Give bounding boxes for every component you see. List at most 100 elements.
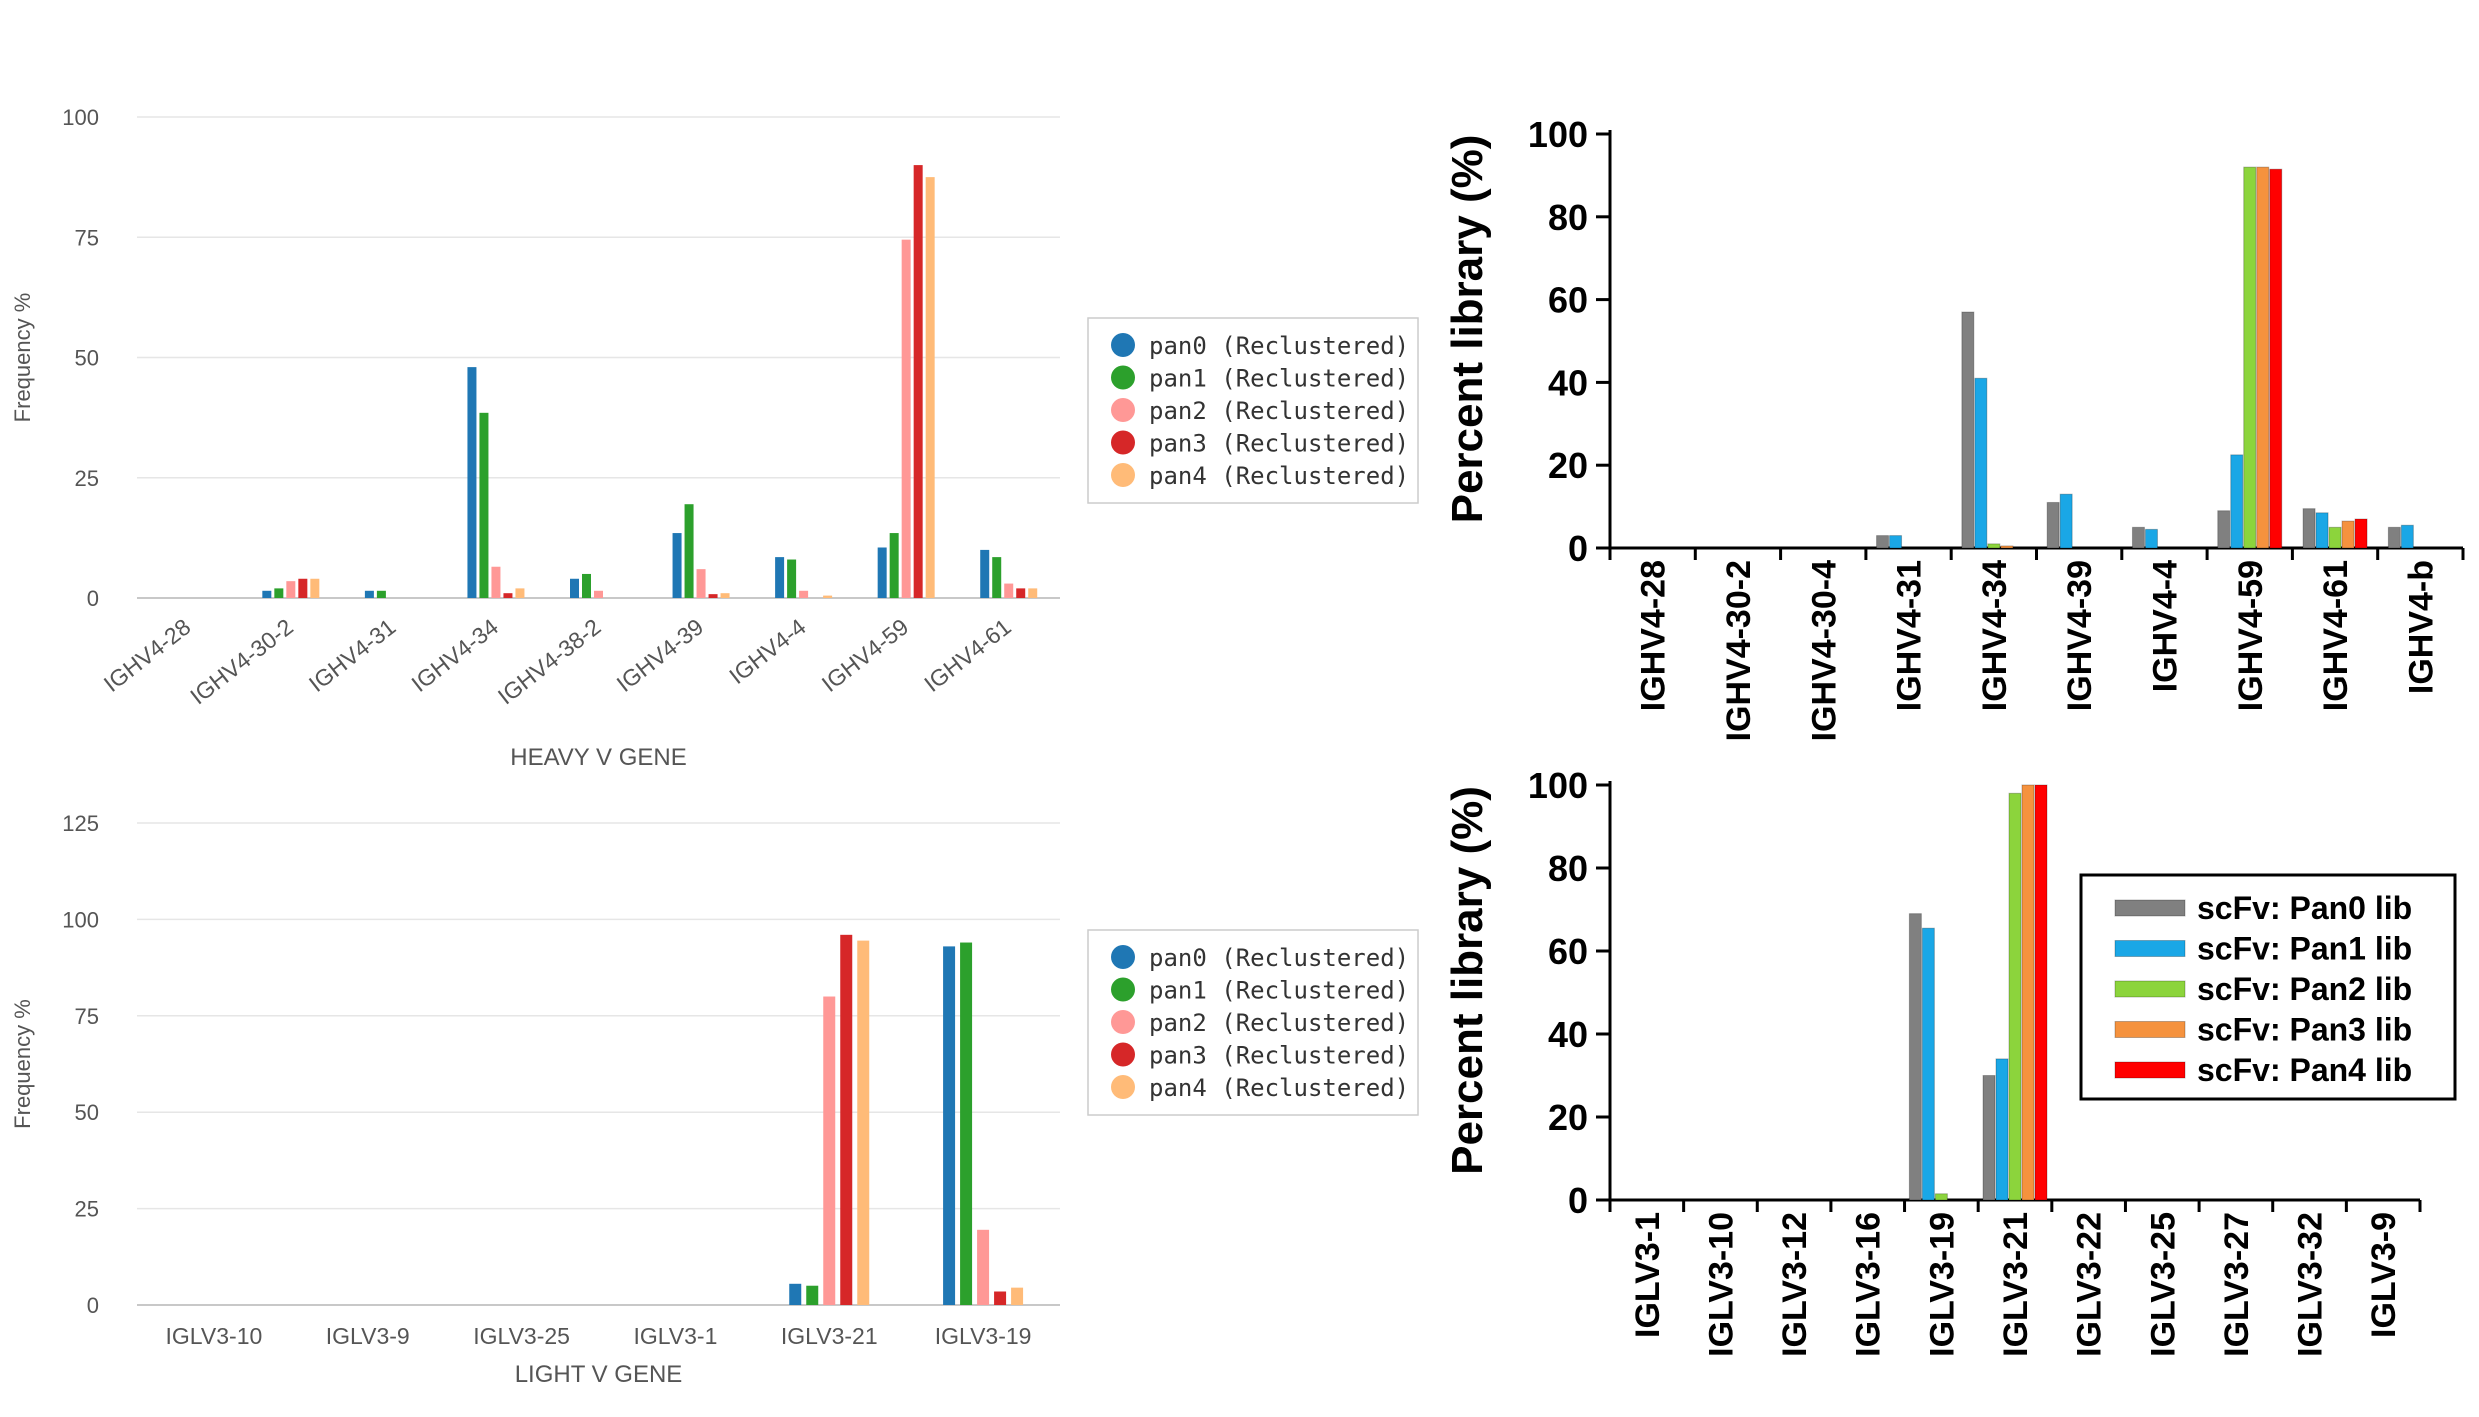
- legend-box: [1087, 929, 1419, 1116]
- y-tick-label: 25: [75, 1197, 99, 1222]
- x-tick-label: IGLV3-1: [633, 1323, 717, 1349]
- y-tick-label: 0: [87, 586, 99, 611]
- bar-scfv-pan2-lib-iglv3-21: [2008, 792, 2022, 1201]
- bar-pan3-reclustered-iglv3-21: [840, 934, 853, 1305]
- bar-scfv-pan4-lib-iglv3-21: [2034, 784, 2048, 1201]
- legend-swatch: [1111, 398, 1135, 422]
- chart-light-right: 0 20 40 60 80 100 IGLV3-1 IGLV3-10 IGLV3-12 IGLV3…: [1443, 765, 2457, 1357]
- bar-scfv-pan0-lib-ighv4-31: [1876, 535, 1890, 549]
- legend-label: scFv: Pan0 lib: [2197, 890, 2412, 926]
- bar-pan4-reclustered-ighv4-59: [925, 177, 935, 598]
- bar-scfv-pan2-lib-iglv3-19: [1934, 1193, 1948, 1201]
- bar-scfv-pan2-lib-ighv4-34: [1987, 543, 2001, 549]
- bar-pan1-reclustered-ighv4-38-2: [582, 573, 591, 598]
- bar-pan1-reclustered-ighv4-61: [992, 557, 1002, 598]
- x-tick-label: IGHV4-34: [1976, 560, 2014, 711]
- bar-scfv-pan1-lib-ighv4-b: [2400, 524, 2414, 549]
- y-tick-label: 40: [1548, 1014, 1588, 1055]
- x-tick-label: IGHV4-30-2: [1720, 560, 1758, 741]
- legend-label: pan2 (Reclustered): [1149, 397, 1409, 425]
- legend-swatch: [2114, 899, 2186, 917]
- x-tick-label: IGLV3-22: [2071, 1212, 2109, 1357]
- x-tick-label: IGHV4-4: [724, 613, 811, 689]
- y-tick-label: 125: [62, 811, 99, 836]
- x-tick-label: IGLV3-27: [2218, 1212, 2256, 1357]
- y-tick-label: 20: [1548, 1097, 1588, 1138]
- bar-pan2-reclustered-ighv4-34: [491, 566, 501, 598]
- bar-pan4-reclustered-ighv4-34: [515, 588, 525, 598]
- bar-pan0-reclustered-ighv4-61: [980, 549, 990, 598]
- y-tick-label: 20: [1548, 445, 1588, 486]
- chart-heavy-right: 0 20 40 60 80 100 IGHV4-28 IGHV4-30-2 IGHV4-30-4…: [1443, 114, 2465, 741]
- bar-scfv-pan1-lib-ighv4-39: [2059, 493, 2073, 549]
- y-tick-label: 75: [75, 1004, 99, 1029]
- bar-pan0-reclustered-ighv4-38-2: [570, 578, 579, 598]
- bar-scfv-pan0-lib-ighv4-4: [2131, 526, 2145, 549]
- bar-pan0-reclustered-ighv4-39: [672, 533, 682, 598]
- bar-pan2-reclustered-ighv4-39: [696, 569, 706, 598]
- chart-light-left: 0 25 50 75 100 125 IGLV3-10 IGLV3-9 IGLV3-25 IGLV…: [10, 811, 1419, 1388]
- legend-label: scFv: Pan3 lib: [2197, 1012, 2412, 1048]
- legend: pan0 (Reclustered) pan1 (Reclustered) pan2…: [1087, 929, 1419, 1116]
- bar-pan3-reclustered-ighv4-39: [708, 594, 718, 598]
- bar-scfv-pan1-lib-ighv4-61: [2315, 512, 2329, 549]
- bar-scfv-pan1-lib-ighv4-31: [1889, 535, 1903, 549]
- legend-swatch: [2114, 1061, 2186, 1079]
- legend-swatch: [1111, 463, 1135, 487]
- x-tick-label: IGLV3-25: [473, 1323, 570, 1349]
- bar-scfv-pan0-lib-ighv4-b: [2387, 526, 2401, 549]
- y-tick-label: 80: [1548, 848, 1588, 889]
- legend-swatch: [1111, 1075, 1135, 1099]
- legend-swatch: [2114, 940, 2186, 957]
- x-tick-label: IGHV4-38-2: [493, 613, 606, 709]
- legend-label: pan1 (Reclustered): [1149, 365, 1409, 393]
- legend-box: [1087, 317, 1419, 504]
- x-tick-label: IGHV4-31: [1891, 560, 1929, 711]
- y-axis-label: Frequency %: [10, 293, 35, 423]
- legend-swatch: [1111, 365, 1135, 390]
- bar-scfv-pan1-lib-iglv3-21: [1995, 1058, 2009, 1201]
- x-tick-label: IGLV3-19: [1923, 1212, 1961, 1357]
- y-tick-label: 25: [75, 466, 99, 491]
- bar-pan4-reclustered-ighv4-61: [1028, 588, 1038, 598]
- bar-pan1-reclustered-ighv4-39: [684, 504, 694, 598]
- bar-scfv-pan4-lib-ighv4-59: [2269, 168, 2283, 549]
- legend-label: scFv: Pan4 lib: [2197, 1052, 2412, 1088]
- x-tick-label: IGLV3-21: [1997, 1212, 2035, 1357]
- x-tick-label: IGHV4-39: [2061, 560, 2099, 711]
- legend-label: pan1 (Reclustered): [1149, 977, 1409, 1005]
- y-axis-label: Percent library (%): [1443, 786, 1492, 1175]
- x-tick-label: IGHV4-28: [99, 613, 196, 696]
- legend-label: pan4 (Reclustered): [1149, 462, 1409, 490]
- y-tick-label: 80: [1548, 197, 1588, 238]
- y-tick-label: 50: [75, 1100, 99, 1125]
- x-tick-label: IGLV3-1: [1629, 1212, 1667, 1338]
- legend: scFv: Pan0 lib scFv: Pan1 lib scFv: Pan2 l…: [2079, 873, 2457, 1101]
- bar-pan2-reclustered-ighv4-59: [901, 239, 911, 598]
- x-tick-label: IGLV3-19: [935, 1323, 1032, 1349]
- bar-scfv-pan2-lib-ighv4-59: [2243, 166, 2257, 549]
- y-tick-label: 0: [1568, 528, 1588, 569]
- x-tick-label: IGLV3-25: [2144, 1212, 2182, 1357]
- bar-pan2-reclustered-iglv3-21: [823, 996, 836, 1305]
- legend-swatch: [1111, 945, 1135, 969]
- bar-pan4-reclustered-ighv4-39: [720, 593, 730, 598]
- bar-pan0-reclustered-ighv4-31: [364, 590, 374, 598]
- bar-pan4-reclustered-iglv3-19: [1011, 1287, 1024, 1305]
- x-tick-label: IGHV4-30-2: [185, 613, 298, 709]
- bar-scfv-pan0-lib-ighv4-61: [2302, 508, 2316, 549]
- legend-swatch: [2114, 980, 2186, 998]
- y-tick-label: 60: [1548, 931, 1588, 972]
- y-tick-label: 0: [1568, 1180, 1588, 1221]
- x-tick-label: IGLV3-9: [326, 1323, 410, 1349]
- bar-scfv-pan0-lib-ighv4-34: [1961, 311, 1975, 549]
- x-axis-label: LIGHT V GENE: [515, 1361, 683, 1388]
- bar-pan1-reclustered-iglv3-21: [806, 1285, 819, 1305]
- x-tick-label: IGLV3-12: [1776, 1212, 1814, 1357]
- bar-scfv-pan0-lib-ighv4-59: [2217, 510, 2231, 549]
- legend-label: scFv: Pan1 lib: [2197, 931, 2412, 967]
- y-tick-label: 75: [75, 225, 99, 250]
- legend-label: pan2 (Reclustered): [1149, 1009, 1409, 1037]
- bar-scfv-pan3-lib-iglv3-21: [2021, 784, 2035, 1201]
